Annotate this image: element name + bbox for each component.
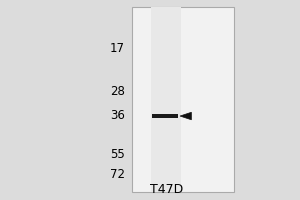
Bar: [152, 7, 182, 192]
Text: 36: 36: [110, 109, 124, 122]
Polygon shape: [180, 112, 191, 120]
Text: 55: 55: [110, 148, 124, 161]
Bar: [152, 114, 178, 118]
Text: 72: 72: [110, 168, 124, 181]
Text: 28: 28: [110, 85, 124, 98]
Text: T47D: T47D: [150, 183, 183, 196]
Bar: [132, 7, 234, 192]
Text: 17: 17: [110, 42, 124, 55]
